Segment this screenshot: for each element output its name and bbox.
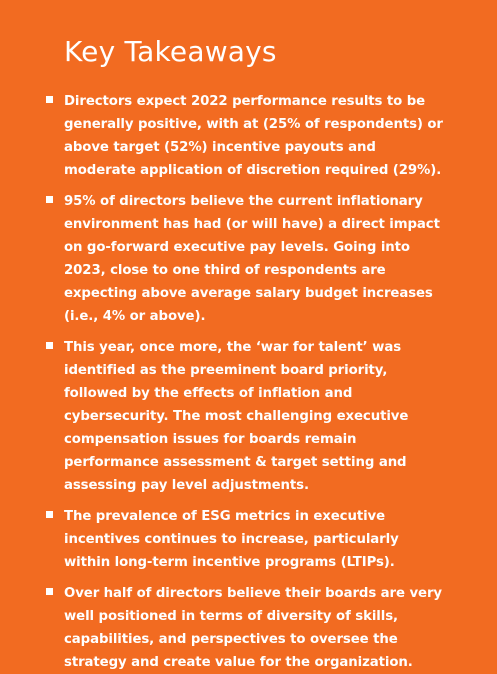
page-title: Key Takeaways <box>64 35 277 68</box>
list-item: This year, once more, the ‘war for talen… <box>46 336 447 497</box>
takeaways-list: Directors expect 2022 performance result… <box>46 90 447 674</box>
takeaway-text: 95% of directors believe the current inf… <box>64 194 440 324</box>
takeaway-text: Directors expect 2022 performance result… <box>64 94 443 178</box>
key-takeaways-panel: Key Takeaways Directors expect 2022 perf… <box>46 35 443 670</box>
list-item: 95% of directors believe the current inf… <box>46 190 447 328</box>
square-bullet-icon <box>46 511 53 518</box>
square-bullet-icon <box>46 342 53 349</box>
list-item: Over half of directors believe their boa… <box>46 582 447 674</box>
takeaway-text: This year, once more, the ‘war for talen… <box>64 340 409 493</box>
square-bullet-icon <box>46 588 53 595</box>
takeaway-text: The prevalence of ESG metrics in executi… <box>64 509 399 570</box>
square-bullet-icon <box>46 196 53 203</box>
list-item: Directors expect 2022 performance result… <box>46 90 447 182</box>
square-bullet-icon <box>46 96 53 103</box>
list-item: The prevalence of ESG metrics in executi… <box>46 505 447 574</box>
takeaway-text: Over half of directors believe their boa… <box>64 586 442 670</box>
